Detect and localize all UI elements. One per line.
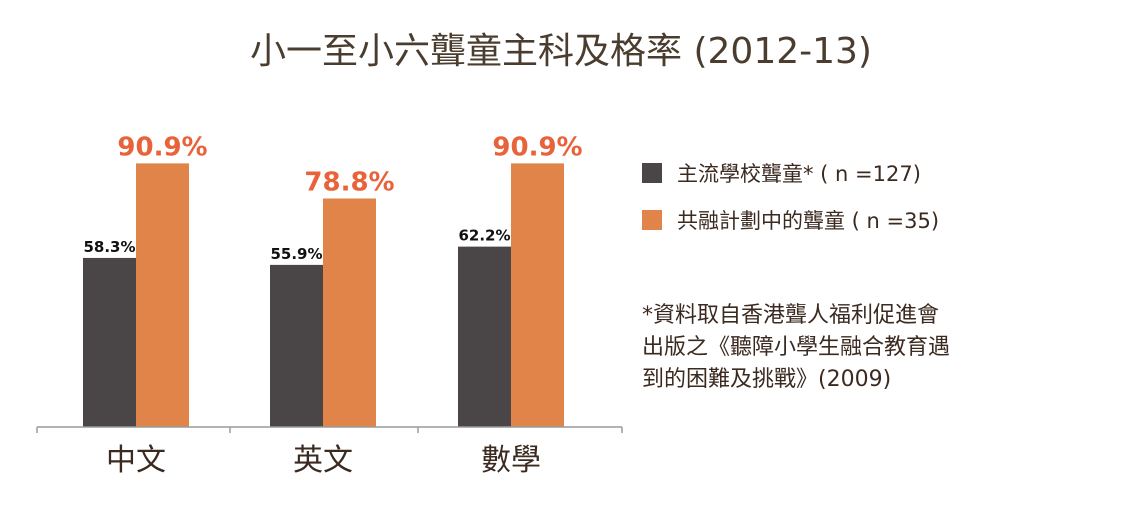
data-label-inclusive-0: 90.9%	[117, 132, 207, 162]
legend-label-inclusive: 共融計劃中的聾童 ( n =35)	[677, 209, 940, 233]
legend-swatch-inclusive	[642, 210, 662, 230]
data-label-inclusive-1: 78.8%	[304, 167, 394, 197]
data-label-mainstream-1: 55.9%	[270, 245, 322, 263]
bars-group: 58.3% 90.9% 55.9% 78.8% 62.2% 90.9%	[83, 132, 583, 427]
axis-ticks	[36, 427, 623, 433]
x-tick-label: 中文	[106, 443, 166, 478]
chart-title: 小一至小六聾童主科及格率 (2012-13)	[250, 31, 872, 72]
x-tick-labels: 中文 英文 數學	[106, 443, 541, 478]
legend-swatch-mainstream	[642, 163, 662, 183]
bar-mainstream-0	[83, 257, 136, 427]
source-footnote: *資料取自香港聾人福利促進會 出版之《聽障小學生融合教育遇 到的困難及挑戰》(2…	[642, 300, 1042, 396]
footnote-line: 到的困難及挑戰》(2009)	[642, 367, 892, 392]
data-label-inclusive-2: 90.9%	[492, 132, 582, 162]
bar-mainstream-2	[458, 246, 511, 427]
bar-inclusive-1	[323, 198, 376, 427]
x-tick-label: 數學	[481, 443, 541, 478]
footnote-line: 出版之《聽障小學生融合教育遇	[642, 335, 951, 360]
data-label-mainstream-2: 62.2%	[458, 227, 510, 245]
bar-inclusive-2	[511, 163, 564, 427]
bar-inclusive-0	[136, 163, 189, 427]
footnote-line: *資料取自香港聾人福利促進會	[642, 303, 940, 328]
legend-label-mainstream: 主流學校聾童* ( n =127)	[677, 162, 921, 186]
bar-mainstream-1	[270, 264, 323, 427]
x-tick-label: 英文	[293, 443, 353, 478]
data-label-mainstream-0: 58.3%	[83, 238, 135, 256]
